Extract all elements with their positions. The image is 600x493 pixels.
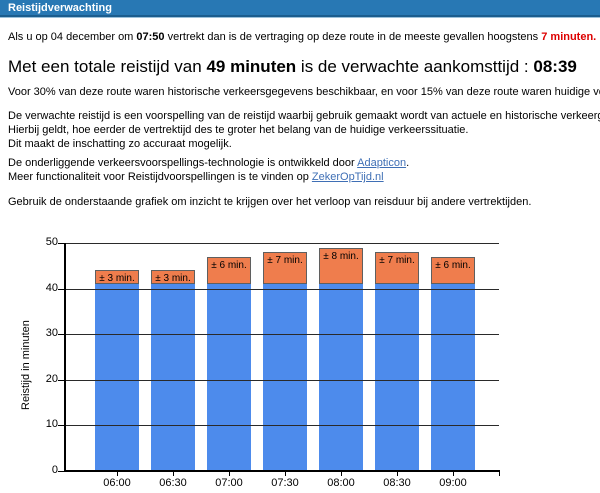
bar-traveltime-08:30 [375,284,419,471]
more-functionality-line: Meer functionaliteit voor Reistijdvoorsp… [8,170,600,184]
arrival-time: 08:39 [533,57,577,76]
x-tick-label-07:00: 07:00 [215,477,243,489]
gridline-20 [65,380,499,381]
bar-margin-label-06:30: ± 3 min. [151,270,195,284]
bar-traveltime-09:00 [431,284,475,471]
more-functionality-text: Meer functionaliteit voor Reistijdvoorsp… [8,171,312,183]
technology-credit-text: De onderliggende verkeersvoorspellings-t… [8,157,358,169]
total-travel-time: 49 minuten [206,57,297,76]
y-tick-10 [58,425,65,426]
gridline-40 [65,289,499,290]
bar-margin-label-07:30: ± 7 min. [263,252,307,284]
x-tick-09:00 [453,471,454,476]
y-tick-label-10: 10 [45,418,58,430]
y-tick-0 [58,471,65,472]
x-tick-08:30 [397,471,398,476]
technology-credit-period: . [406,157,410,169]
bar-margin-label-07:00: ± 6 min. [207,257,251,284]
explanation-line-2: Hierbij geldt, hoe eerder de vertrektijd… [8,124,469,136]
bar-margin-label-06:00: ± 3 min. [95,270,139,284]
summary-text-pre: Met een totale reistijd van [8,57,207,76]
y-tick-label-0: 0 [51,464,58,476]
x-tick-06:30 [173,471,174,476]
bar-traveltime-07:30 [263,284,307,471]
title-bar: Reistijdverwachting [0,0,600,15]
explanation-line-3: Dit maakt de inschatting zo accuraat mog… [8,138,232,150]
x-tick-label-08:00: 08:00 [327,477,355,489]
x-tick-label-06:30: 06:30 [159,477,187,489]
y-tick-20 [58,380,65,381]
x-axis-line [64,470,500,472]
zekeroptijd-link[interactable]: ZekerOpTijd.nl [311,171,384,183]
max-delay-value: 7 minuten. [541,31,597,43]
x-tick-label-09:00: 09:00 [439,477,467,489]
y-tick-label-50: 50 [45,236,58,248]
y-tick-40 [58,289,65,290]
x-tick-label-07:30: 07:30 [271,477,299,489]
x-tick-06:00 [117,471,118,476]
y-tick-50 [58,243,65,244]
bar-margin-label-09:00: ± 6 min. [431,257,475,284]
y-axis-line [64,243,66,472]
x-axis-end-tick [499,471,500,476]
title-bar-border [0,15,600,17]
y-axis-title: Reistijd in minuten [20,320,32,410]
credits-paragraph: De onderliggende verkeersvoorspellings-t… [8,156,600,184]
gridline-30 [65,334,499,335]
bar-traveltime-08:00 [319,284,363,471]
x-tick-07:00 [229,471,230,476]
y-tick-30 [58,334,65,335]
departure-time: 07:50 [136,31,165,43]
departure-text-pre: Als u op 04 december om [8,31,137,43]
summary-text-mid: is de verwachte aankomsttijd : [296,57,534,76]
summary-sentence: Met een totale reistijd van 49 minuten i… [8,57,600,77]
y-tick-label-30: 30 [45,327,58,339]
departure-sentence: Als u op 04 december om 07:50 vertrekt d… [8,31,600,43]
data-availability-sentence: Voor 30% van deze route waren historisch… [8,86,600,98]
adapticon-link[interactable]: Adapticon [357,157,407,169]
bar-traveltime-07:00 [207,284,251,471]
departure-text-mid: vertrekt dan is de vertraging op deze ro… [164,31,542,43]
x-tick-label-08:30: 08:30 [383,477,411,489]
explanation-line-1: De verwachte reistijd is een voorspellin… [8,110,600,122]
bar-traveltime-06:00 [95,284,139,471]
y-tick-label-40: 40 [45,282,58,294]
bar-margin-label-08:00: ± 8 min. [319,248,363,284]
page-title: Reistijdverwachting [8,2,112,14]
gridline-50 [65,243,499,244]
technology-credit-line: De onderliggende verkeersvoorspellings-t… [8,156,600,170]
chart-intro-sentence: Gebruik de onderstaande grafiek om inzic… [8,196,532,208]
bar-margin-label-08:30: ± 7 min. [375,252,419,284]
bar-traveltime-06:30 [151,284,195,471]
x-tick-08:00 [341,471,342,476]
x-tick-07:30 [285,471,286,476]
title-bar-highlight [0,17,600,18]
explanation-paragraph: De verwachte reistijd is een voorspellin… [8,109,600,151]
y-tick-label-20: 20 [45,373,58,385]
gridline-10 [65,425,499,426]
x-tick-label-06:00: 06:00 [103,477,131,489]
